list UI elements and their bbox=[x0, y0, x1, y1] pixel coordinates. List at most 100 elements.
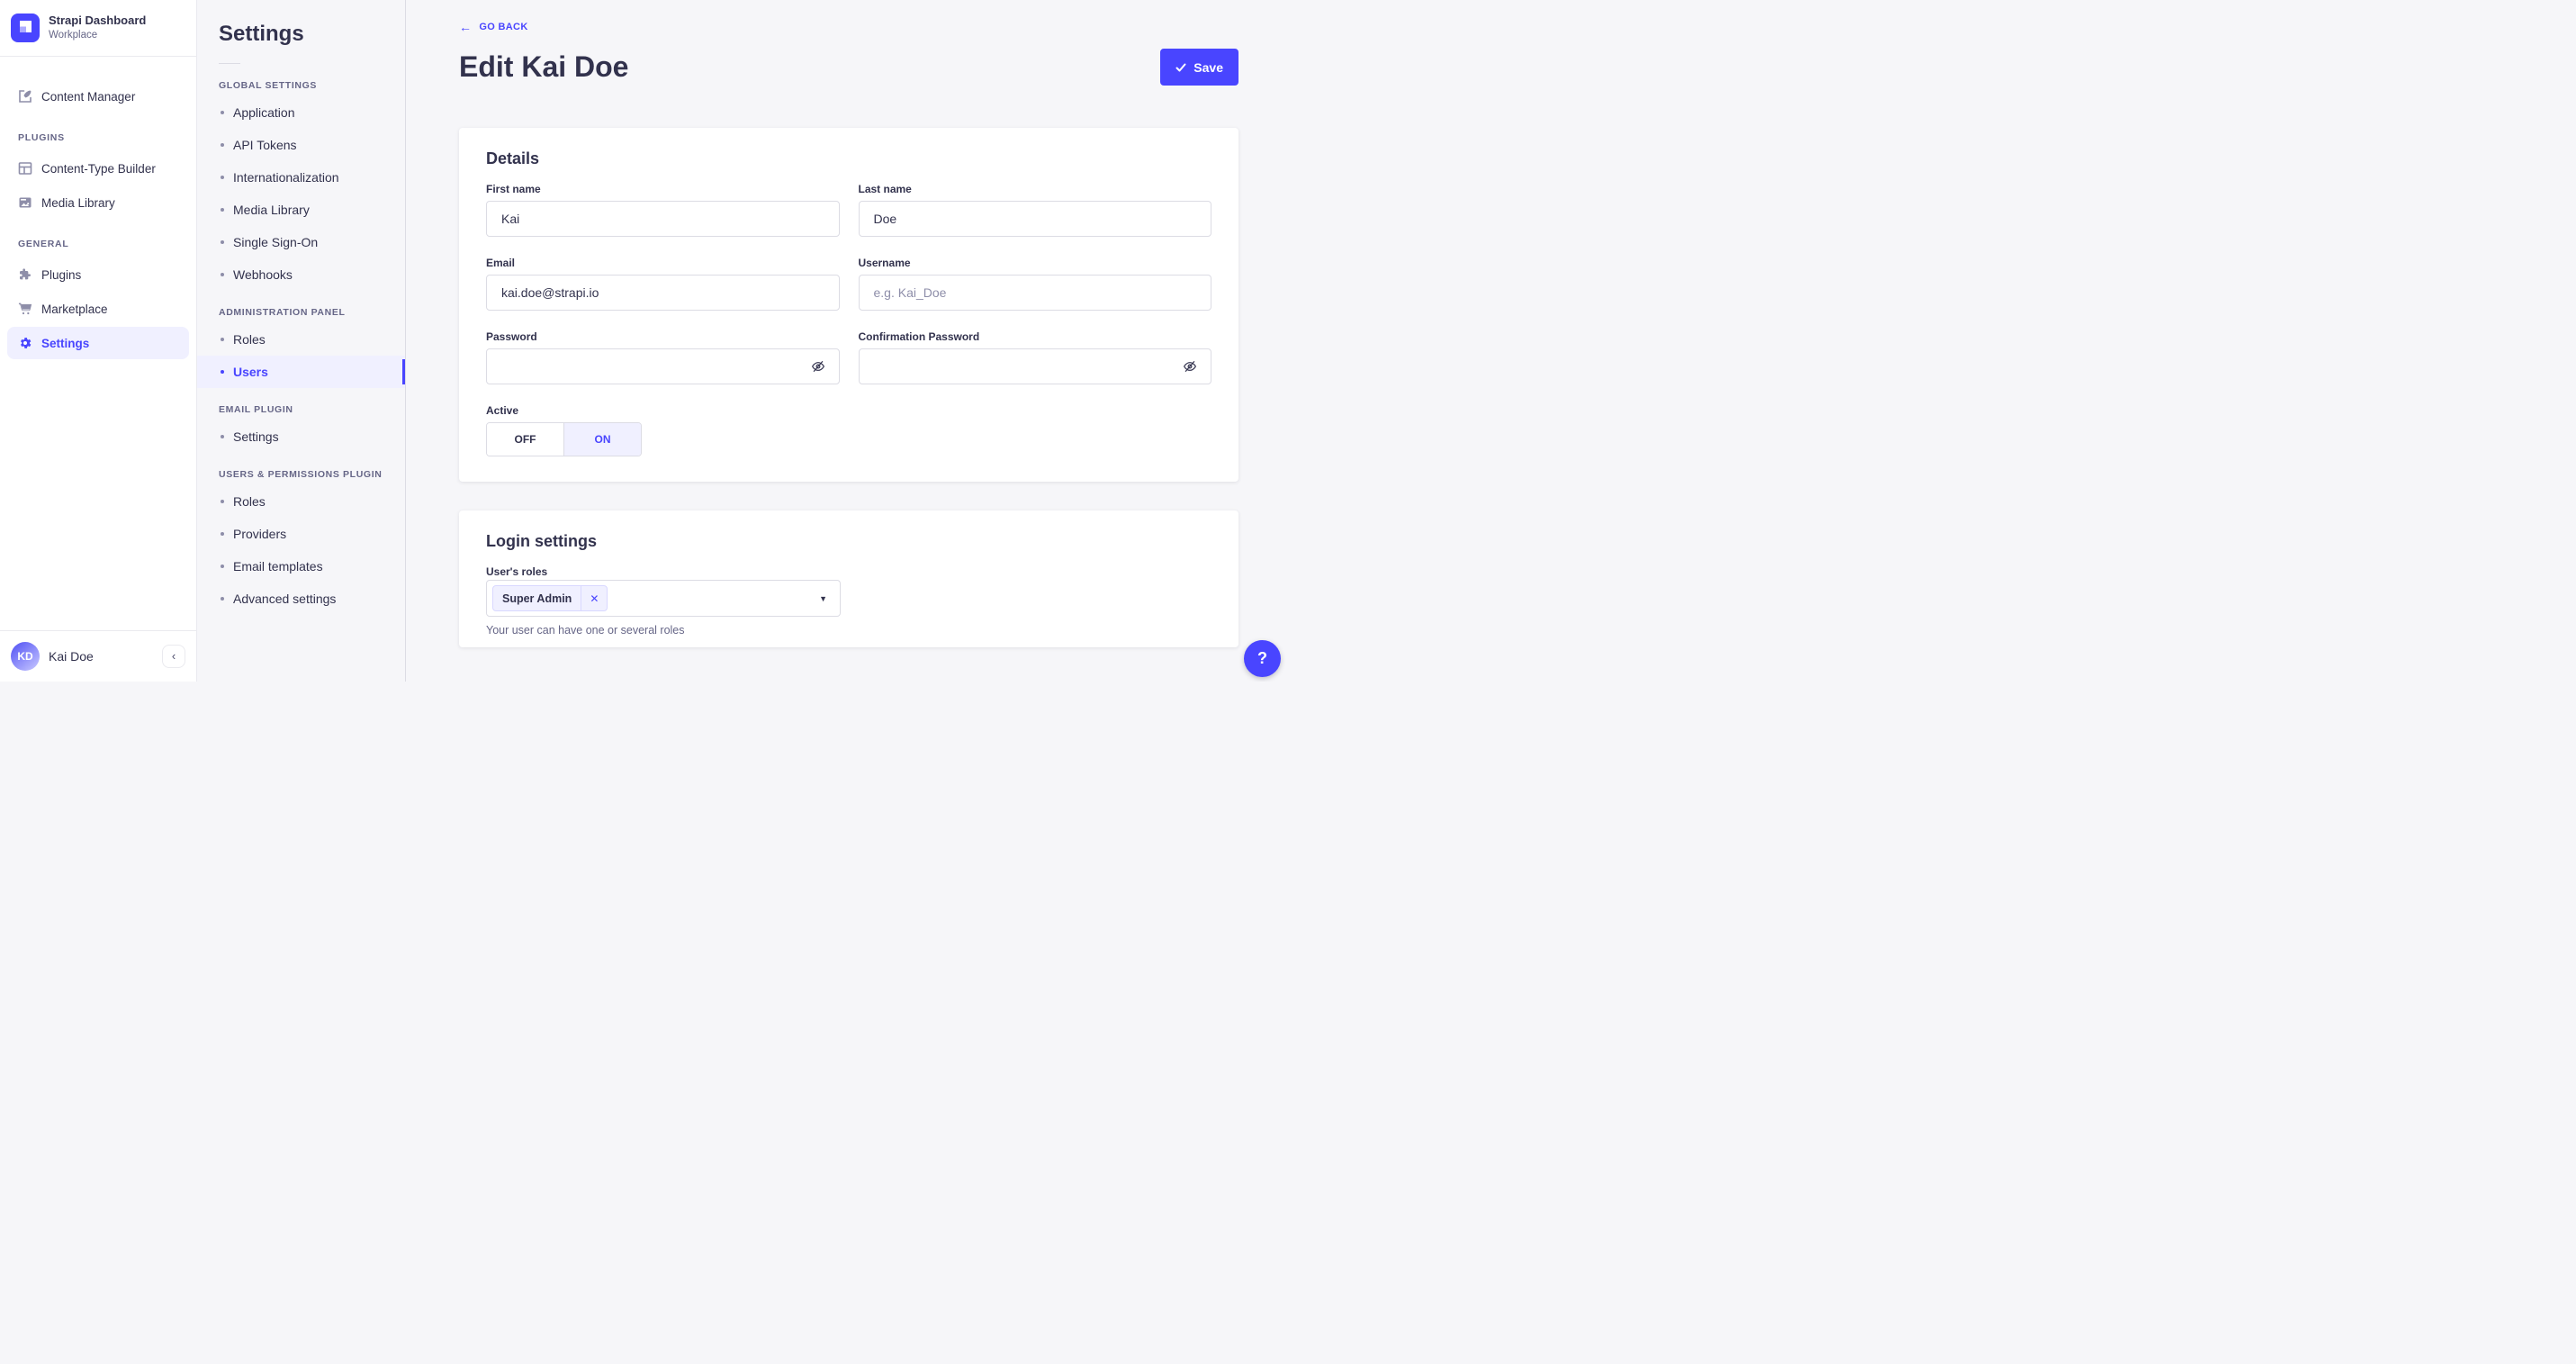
sidebar-item-marketplace[interactable]: Marketplace bbox=[7, 293, 189, 325]
help-button[interactable]: ? bbox=[1244, 640, 1281, 677]
user-roles-select[interactable]: Super Admin ✕ ▼ bbox=[486, 580, 841, 617]
main-content: ← GO BACK Edit Kai Doe Save Details Firs… bbox=[406, 0, 1288, 682]
active-toggle-on[interactable]: ON bbox=[563, 423, 641, 456]
subnav-item-media-library[interactable]: Media Library bbox=[197, 194, 405, 226]
roles-helper-text: Your user can have one or several roles bbox=[486, 624, 685, 637]
go-back-link[interactable]: ← GO BACK bbox=[459, 21, 528, 33]
sidebar-items: Content Manager PLUGINS Content-Type Bui… bbox=[0, 57, 196, 630]
role-chip-super-admin: Super Admin ✕ bbox=[492, 585, 608, 611]
user-roles-label: User's roles bbox=[486, 565, 548, 578]
chevron-down-icon: ▼ bbox=[819, 593, 827, 603]
sidebar-item-label: Media Library bbox=[41, 195, 115, 210]
subnav-item-admin-users[interactable]: Users bbox=[197, 356, 405, 388]
remove-role-icon[interactable]: ✕ bbox=[581, 586, 607, 610]
login-settings-title: Login settings bbox=[486, 532, 597, 550]
sidebar-item-content-manager[interactable]: Content Manager bbox=[7, 80, 189, 113]
sidebar-item-label: Content Manager bbox=[41, 89, 136, 104]
username-input[interactable] bbox=[858, 275, 1211, 311]
toggle-password-visibility-button[interactable] bbox=[809, 357, 827, 375]
eye-off-icon bbox=[1183, 361, 1197, 372]
first-name-input[interactable] bbox=[486, 201, 840, 237]
subnav-item-up-roles[interactable]: Roles bbox=[197, 485, 405, 518]
sidebar-footer: KD Kai Doe ‹ bbox=[0, 630, 196, 682]
role-chip-label: Super Admin bbox=[502, 592, 572, 605]
content-manager-icon bbox=[18, 89, 32, 104]
sidebar-item-label: Settings bbox=[41, 336, 90, 350]
password-input-wrap bbox=[486, 348, 840, 384]
question-mark-icon: ? bbox=[1257, 649, 1267, 667]
brand[interactable]: Strapi Dashboard Workplace bbox=[0, 0, 196, 56]
sidebar-item-label: Content-Type Builder bbox=[41, 161, 156, 176]
subnav-item-up-providers[interactable]: Providers bbox=[197, 518, 405, 550]
subnav-section-global-settings: GLOBAL SETTINGS bbox=[219, 80, 318, 91]
collapse-sidebar-button[interactable]: ‹ bbox=[162, 645, 185, 668]
first-name-field-group: First name bbox=[486, 183, 840, 237]
password-label: Password bbox=[486, 330, 537, 343]
divider bbox=[0, 56, 196, 57]
subnav-title: Settings bbox=[219, 22, 304, 46]
chevron-left-icon: ‹ bbox=[171, 648, 176, 663]
details-form: First name Last name Email Username Pass bbox=[486, 183, 1211, 456]
check-icon bbox=[1175, 63, 1186, 71]
page-title: Edit Kai Doe bbox=[459, 50, 629, 83]
last-name-input[interactable] bbox=[858, 201, 1211, 237]
user-name: Kai Doe bbox=[49, 649, 94, 664]
sidebar-section-general: GENERAL bbox=[18, 239, 69, 249]
username-field-group: Username bbox=[858, 257, 1211, 311]
subnav-item-admin-roles[interactable]: Roles bbox=[197, 323, 405, 356]
details-card-title: Details bbox=[486, 149, 540, 167]
strapi-logo-icon bbox=[11, 14, 40, 42]
eye-off-icon bbox=[811, 361, 824, 372]
go-back-label: GO BACK bbox=[479, 22, 528, 32]
confirmation-password-input-wrap bbox=[858, 348, 1211, 384]
subnav-section-users-permissions-plugin: USERS & PERMISSIONS PLUGIN bbox=[219, 469, 383, 480]
subnav-section-email-plugin: EMAIL PLUGIN bbox=[219, 404, 293, 415]
subnav-item-application[interactable]: Application bbox=[197, 96, 405, 129]
sidebar-item-media-library[interactable]: Media Library bbox=[7, 186, 189, 219]
first-name-label: First name bbox=[486, 183, 541, 195]
email-field-group: Email bbox=[486, 257, 840, 311]
subnav-item-webhooks[interactable]: Webhooks bbox=[197, 258, 405, 291]
brand-text: Strapi Dashboard Workplace bbox=[49, 14, 146, 41]
email-input[interactable] bbox=[486, 275, 840, 311]
subnav-item-internationalization[interactable]: Internationalization bbox=[197, 161, 405, 194]
subnav-item-single-sign-on[interactable]: Single Sign-On bbox=[197, 226, 405, 258]
confirmation-password-label: Confirmation Password bbox=[858, 330, 980, 343]
user-avatar[interactable]: KD bbox=[11, 642, 40, 671]
password-field-group: Password bbox=[486, 330, 840, 384]
active-toggle: OFF ON bbox=[486, 422, 642, 456]
last-name-field-group: Last name bbox=[858, 183, 1211, 237]
save-button[interactable]: Save bbox=[1160, 49, 1238, 86]
email-label: Email bbox=[486, 257, 516, 269]
gear-icon bbox=[18, 336, 32, 350]
subnav-item-api-tokens[interactable]: API Tokens bbox=[197, 129, 405, 161]
save-button-label: Save bbox=[1193, 59, 1223, 75]
sidebar-section-plugins: PLUGINS bbox=[18, 132, 65, 143]
sidebar-item-plugins[interactable]: Plugins bbox=[7, 258, 189, 291]
sidebar-item-content-type-builder[interactable]: Content-Type Builder bbox=[7, 152, 189, 185]
sidebar-item-settings[interactable]: Settings bbox=[7, 327, 189, 359]
subnav-item-up-advanced-settings[interactable]: Advanced settings bbox=[197, 583, 405, 615]
cart-icon bbox=[18, 302, 32, 316]
username-label: Username bbox=[858, 257, 911, 269]
main-sidebar: Strapi Dashboard Workplace Content Manag… bbox=[0, 0, 197, 682]
user-roles-field-group: User's roles Super Admin ✕ ▼ Your user c… bbox=[486, 564, 841, 637]
puzzle-icon bbox=[18, 267, 32, 282]
toggle-confirmation-password-visibility-button[interactable] bbox=[1181, 357, 1199, 375]
workspace-name: Workplace bbox=[49, 29, 98, 41]
strapi-admin-app: Strapi Dashboard Workplace Content Manag… bbox=[0, 0, 1288, 682]
password-input[interactable] bbox=[486, 348, 840, 384]
active-toggle-off[interactable]: OFF bbox=[487, 423, 563, 456]
content-type-builder-icon bbox=[18, 161, 32, 176]
page-header: Edit Kai Doe Save bbox=[459, 49, 1238, 86]
subnav-item-up-email-templates[interactable]: Email templates bbox=[197, 550, 405, 583]
back-arrow-icon: ← bbox=[459, 20, 473, 34]
active-label: Active bbox=[486, 404, 519, 417]
confirmation-password-input[interactable] bbox=[858, 348, 1211, 384]
last-name-label: Last name bbox=[858, 183, 912, 195]
settings-subnav: Settings GLOBAL SETTINGS Application API… bbox=[197, 0, 406, 682]
app-title: Strapi Dashboard bbox=[49, 14, 147, 28]
confirmation-password-field-group: Confirmation Password bbox=[858, 330, 1211, 384]
sidebar-item-label: Marketplace bbox=[41, 302, 108, 316]
subnav-item-email-settings[interactable]: Settings bbox=[197, 420, 405, 453]
